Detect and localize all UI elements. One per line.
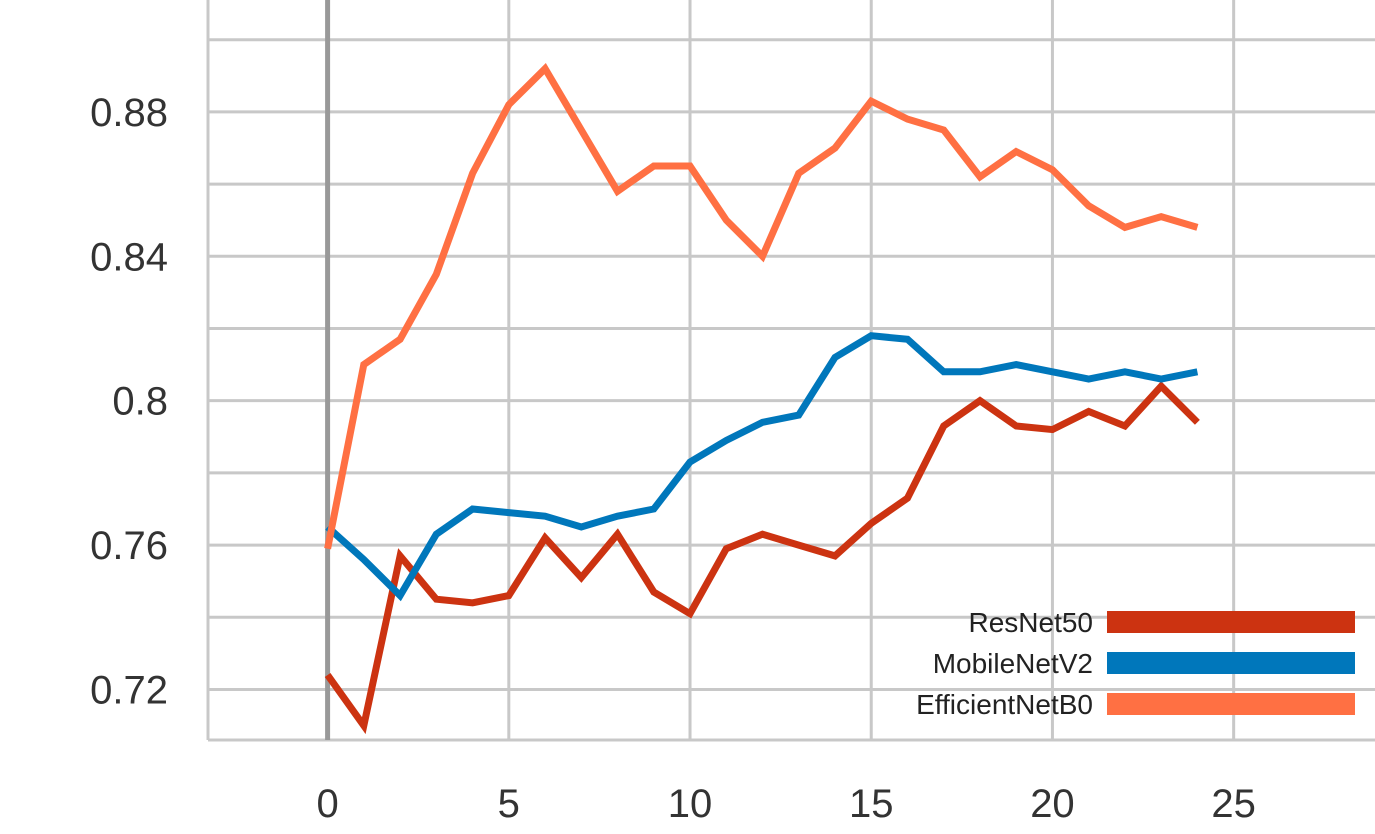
y-tick-label: 0.84 (90, 235, 168, 279)
y-tick-label: 0.88 (90, 91, 168, 135)
legend-swatch (1107, 693, 1355, 715)
legend: ResNet50 MobileNetV2 EfficientNetB0 (916, 607, 1355, 720)
legend-label: ResNet50 (968, 607, 1093, 638)
legend-label: EfficientNetB0 (916, 689, 1093, 720)
y-tick-label: 0.8 (112, 380, 168, 424)
series-lines (324, 62, 1200, 735)
x-tick-label: 25 (1211, 782, 1256, 826)
x-tick-label: 10 (668, 782, 713, 826)
x-tick-label: 5 (498, 782, 520, 826)
axes (206, 0, 1375, 742)
legend-swatch (1107, 611, 1355, 633)
series-line-mobilenetv2 (325, 332, 1199, 602)
series-line-resnet50 (324, 381, 1200, 735)
tick-labels: 0 5 10 15 20 25 0.72 0.76 0.8 0.84 0.88 (90, 91, 1256, 826)
x-tick-label: 20 (1030, 782, 1075, 826)
y-tick-label: 0.72 (90, 668, 168, 712)
x-tick-label: 0 (316, 782, 338, 826)
y-tick-label: 0.76 (90, 524, 168, 568)
series-line-efficientnetb0 (324, 62, 1199, 550)
x-tick-label: 15 (849, 782, 894, 826)
legend-swatch (1107, 652, 1355, 674)
legend-label: MobileNetV2 (933, 648, 1093, 679)
